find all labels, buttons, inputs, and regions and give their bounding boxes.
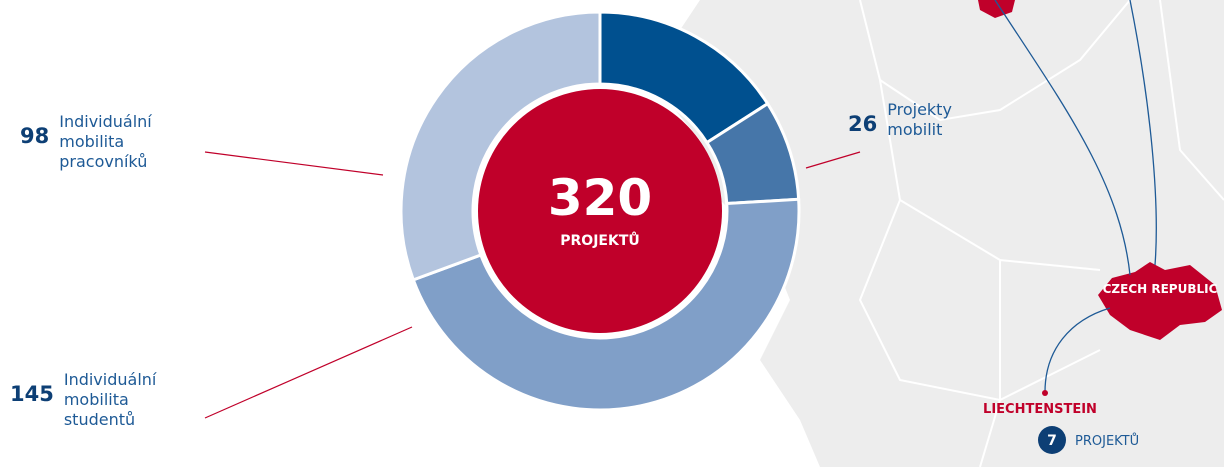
map: CZECH REPUBLIC LIECHTENSTEIN 7 PROJEKTŮ xyxy=(650,0,1224,467)
leader-line xyxy=(204,326,413,419)
label: 98 Individuální mobilita pracovníků xyxy=(20,112,152,172)
country-label: CZECH REPUBLIC xyxy=(1103,282,1218,296)
leader-line xyxy=(204,151,384,176)
donut xyxy=(399,10,801,412)
value-label: 26 xyxy=(848,112,878,136)
donut-segment xyxy=(411,197,801,412)
map-borders xyxy=(858,0,1224,467)
projects-label: PROJEKTŮ xyxy=(1075,433,1139,449)
badge xyxy=(1038,426,1066,454)
map-country xyxy=(978,0,1015,18)
map-land xyxy=(650,0,1224,467)
map-country xyxy=(1098,262,1222,340)
center-disk xyxy=(478,89,722,333)
total: 320 xyxy=(548,169,652,227)
projects-count: 7 xyxy=(1047,433,1057,449)
donut-segment xyxy=(399,10,602,282)
category-label: Individuální mobilita studentů xyxy=(63,370,157,429)
leader-line xyxy=(805,151,861,169)
total-label: PROJEKTŮ xyxy=(560,231,639,249)
route-line xyxy=(1044,307,1111,393)
value-label: 98 xyxy=(20,124,50,148)
route-line xyxy=(994,0,1131,276)
partner-label: LIECHTENSTEIN xyxy=(983,402,1097,417)
label: 26 Projekty mobilit xyxy=(848,100,952,140)
label: 145 Individuální mobilita studentů xyxy=(10,370,156,430)
category-label: Individuální mobilita pracovníků xyxy=(59,112,152,171)
map-point xyxy=(1042,390,1048,396)
value-label: 145 xyxy=(10,382,54,406)
category-label: Projekty mobilit xyxy=(887,100,952,139)
route-line xyxy=(1129,0,1157,266)
